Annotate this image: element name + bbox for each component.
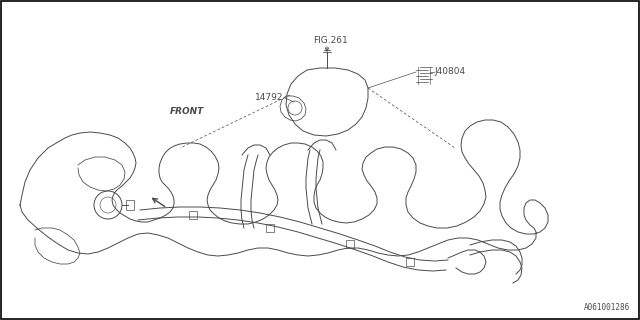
Text: 14792: 14792 — [255, 93, 283, 102]
Bar — [406, 258, 414, 266]
Text: J40804: J40804 — [434, 68, 465, 76]
Bar — [346, 240, 354, 248]
Text: FIG.261: FIG.261 — [313, 36, 348, 45]
Text: FRONT: FRONT — [170, 108, 204, 116]
Bar — [189, 211, 197, 219]
Text: A061001286: A061001286 — [584, 303, 630, 312]
Bar — [126, 200, 134, 210]
Bar — [266, 224, 274, 232]
